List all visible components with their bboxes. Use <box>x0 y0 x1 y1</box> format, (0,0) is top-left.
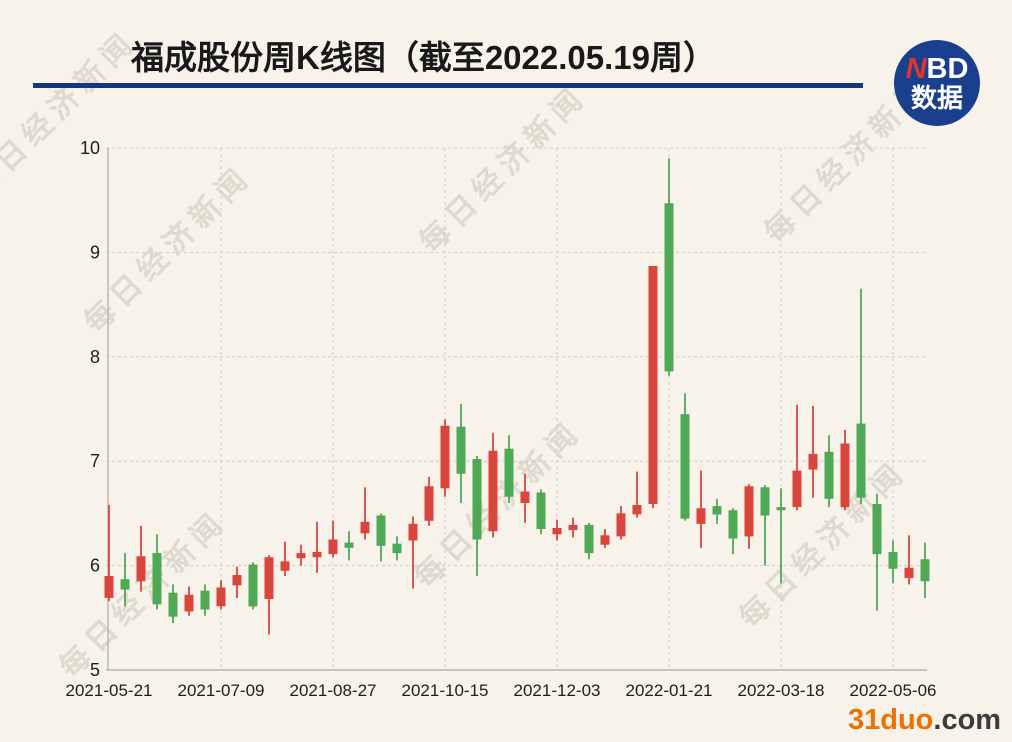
nbd-logo-rest-letters: BD <box>926 52 969 85</box>
candle <box>248 562 258 610</box>
candle <box>472 456 482 576</box>
site-brand: 31duo.com <box>848 704 1001 737</box>
candle <box>520 473 530 523</box>
candle <box>584 522 594 560</box>
candle <box>680 393 690 521</box>
candle <box>664 158 674 376</box>
x-tick-label: 2022-01-21 <box>626 681 713 700</box>
y-tick-label: 8 <box>90 347 100 367</box>
candle <box>568 517 578 538</box>
site-brand-name: 31duo <box>848 704 934 736</box>
x-tick-label: 2021-05-21 <box>66 681 153 700</box>
candle <box>600 529 610 548</box>
nbd-data-logo: NBD 数据 <box>894 40 980 126</box>
candle <box>328 520 338 558</box>
candle <box>360 487 370 540</box>
nbd-logo-text: NBD <box>906 54 969 84</box>
candle <box>376 513 386 562</box>
candle <box>216 580 226 610</box>
y-tick-label: 7 <box>90 451 100 471</box>
candle <box>632 471 642 518</box>
x-tick-label: 2021-12-03 <box>514 681 601 700</box>
site-brand-suffix: .com <box>933 704 1002 736</box>
candle <box>136 525 146 592</box>
candle <box>296 544 306 566</box>
candle <box>856 288 866 504</box>
candle <box>344 531 354 561</box>
candle <box>312 521 322 573</box>
candle <box>760 485 770 566</box>
candle <box>232 566 242 598</box>
nbd-logo-subtext: 数据 <box>910 82 963 113</box>
candle <box>744 484 754 549</box>
candle <box>152 534 162 610</box>
candle <box>392 536 402 561</box>
candle <box>552 519 562 541</box>
candle <box>104 505 114 602</box>
candle <box>712 498 722 524</box>
x-tick-label: 2021-08-27 <box>290 681 377 700</box>
candle <box>200 584 210 616</box>
x-tick-label: 2021-07-09 <box>178 681 265 700</box>
x-tick-label: 2022-03-18 <box>738 681 825 700</box>
candle <box>728 508 738 555</box>
candle <box>808 405 818 498</box>
candle <box>696 470 706 548</box>
candle <box>280 541 290 576</box>
candle <box>904 535 914 585</box>
x-tick-label: 2021-10-15 <box>402 681 489 700</box>
candle <box>792 404 802 511</box>
candle <box>424 476 434 526</box>
candle <box>888 540 898 584</box>
x-tick-label: 2022-05-06 <box>850 681 937 700</box>
candle <box>488 433 498 538</box>
page-title: 福成股份周K线图（截至2022.05.19周） <box>131 39 716 76</box>
candle <box>408 516 418 589</box>
candle <box>504 435 514 503</box>
y-tick-label: 10 <box>80 138 100 158</box>
candle <box>776 488 786 584</box>
candle <box>536 489 546 535</box>
candle <box>440 419 450 497</box>
candle <box>264 555 274 635</box>
candle <box>840 429 850 511</box>
candle <box>872 493 882 611</box>
nbd-logo-accent-letter: N <box>905 52 927 85</box>
candle <box>824 435 834 508</box>
candle <box>456 403 466 503</box>
candle <box>168 584 178 623</box>
y-tick-label: 5 <box>90 660 100 680</box>
candle <box>120 553 130 607</box>
candle <box>616 506 626 540</box>
candle <box>648 266 658 509</box>
y-tick-label: 6 <box>90 556 100 576</box>
candle <box>920 542 930 598</box>
candle <box>184 586 194 616</box>
y-tick-label: 9 <box>90 242 100 262</box>
title-underline <box>33 83 863 88</box>
